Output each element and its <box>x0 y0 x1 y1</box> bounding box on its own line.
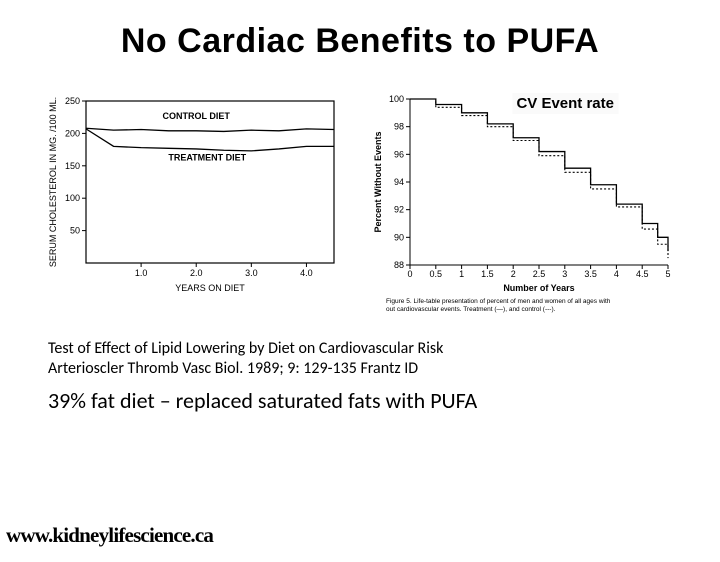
svg-text:0: 0 <box>407 269 412 279</box>
svg-text:50: 50 <box>70 226 80 236</box>
citation-line-2: Arterioscler Thromb Vasc Biol. 1989; 9: … <box>48 359 720 379</box>
left-chart: 50 100 150 200 250 1.0 2.0 3.0 4.0 YEARS ON DIET S… <box>42 89 342 315</box>
svg-text:2: 2 <box>511 269 516 279</box>
cv-event-rate-label: CV Event rate <box>512 93 618 114</box>
svg-text:1: 1 <box>459 269 464 279</box>
slide-title: No Cardiac Benefits to PUFA <box>0 22 720 61</box>
svg-text:94: 94 <box>394 177 404 187</box>
svg-text:3.0: 3.0 <box>245 268 258 278</box>
svg-text:1.0: 1.0 <box>135 268 148 278</box>
website-url: www.kidneylifescience.ca <box>6 523 213 548</box>
svg-text:200: 200 <box>65 128 80 138</box>
cholesterol-chart: 50 100 150 200 250 1.0 2.0 3.0 4.0 YEARS ON DIET S… <box>42 89 342 299</box>
svg-text:4.5: 4.5 <box>636 269 649 279</box>
svg-text:100: 100 <box>65 193 80 203</box>
svg-text:YEARS ON DIET: YEARS ON DIET <box>175 283 245 293</box>
svg-text:88: 88 <box>394 260 404 270</box>
svg-text:Figure 5. Life-table presentat: Figure 5. Life-table presentation of per… <box>386 298 611 305</box>
svg-text:5: 5 <box>665 269 670 279</box>
survival-chart: 88 90 92 94 96 98 100 0 0.5 1 1.5 2 2.5 3 3.5 4 4.5 5 Numb… <box>368 89 678 315</box>
svg-text:98: 98 <box>394 122 404 132</box>
svg-text:3: 3 <box>562 269 567 279</box>
svg-text:4: 4 <box>614 269 619 279</box>
svg-text:CONTROL DIET: CONTROL DIET <box>163 111 231 121</box>
summary-text: 39% fat diet – replaced saturated fats w… <box>48 387 720 414</box>
svg-text:SERUM CHOLESTEROL IN MG. /100: SERUM CHOLESTEROL IN MG. /100 ML. <box>48 97 58 267</box>
svg-text:1.5: 1.5 <box>481 269 494 279</box>
right-chart: CV Event rate 88 90 92 94 96 98 100 0 0.5 1 1.5 2 2.… <box>368 89 678 315</box>
svg-text:4.0: 4.0 <box>300 268 313 278</box>
svg-text:92: 92 <box>394 205 404 215</box>
svg-text:0.5: 0.5 <box>430 269 443 279</box>
svg-text:90: 90 <box>394 232 404 242</box>
svg-text:Number of Years: Number of Years <box>503 283 574 293</box>
svg-text:250: 250 <box>65 96 80 106</box>
svg-text:100: 100 <box>389 94 404 104</box>
svg-text:TREATMENT DIET: TREATMENT DIET <box>168 153 246 163</box>
citation-block: Test of Effect of Lipid Lowering by Diet… <box>0 339 720 379</box>
svg-text:150: 150 <box>65 161 80 171</box>
svg-text:Percent Without Events: Percent Without Events <box>373 132 383 233</box>
svg-text:3.5: 3.5 <box>584 269 597 279</box>
svg-text:out cardiovascular events. Tre: out cardiovascular events. Treatment (—)… <box>386 306 556 313</box>
svg-text:2.5: 2.5 <box>533 269 546 279</box>
svg-text:96: 96 <box>394 149 404 159</box>
svg-text:2.0: 2.0 <box>190 268 203 278</box>
citation-line-1: Test of Effect of Lipid Lowering by Diet… <box>48 339 720 359</box>
charts-row: 501001502002501.02.03.04.0YEARS ON DIETS… <box>0 61 720 315</box>
